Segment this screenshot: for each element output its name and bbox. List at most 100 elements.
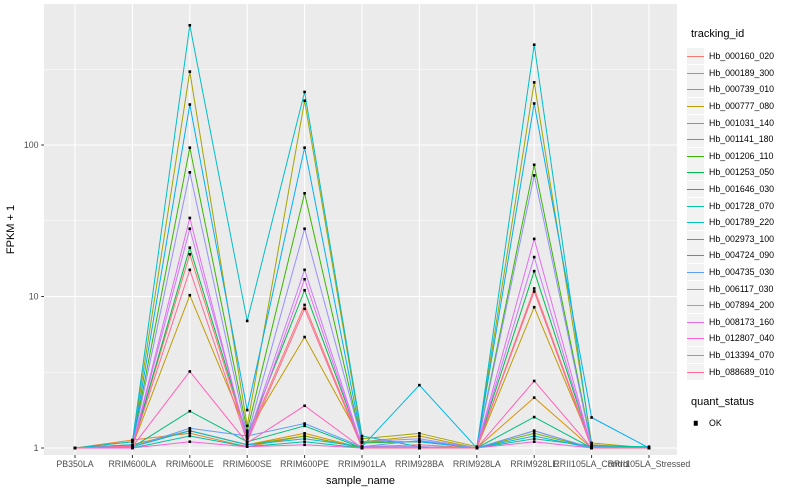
legend-line-icon bbox=[687, 56, 704, 58]
data-point bbox=[418, 446, 421, 450]
legend-item-label: Hb_001789_220 bbox=[709, 217, 775, 228]
data-point bbox=[418, 432, 421, 435]
x-tick-label: RRII105LA_Stressed bbox=[608, 459, 691, 469]
data-point bbox=[590, 441, 593, 445]
data-point bbox=[73, 446, 77, 450]
legend-line-icon bbox=[687, 354, 704, 356]
legend-key-swatch bbox=[687, 81, 704, 98]
data-point bbox=[360, 440, 364, 444]
data-point bbox=[532, 415, 536, 419]
legend-key-swatch bbox=[687, 181, 704, 198]
legend-line-icon bbox=[687, 222, 704, 224]
legend-item: Hb_001141_180 bbox=[687, 131, 799, 148]
legend-item: Hb_001789_220 bbox=[687, 214, 799, 231]
data-point bbox=[188, 440, 192, 444]
legend-key-swatch bbox=[687, 415, 704, 432]
legend-key-swatch bbox=[687, 131, 704, 148]
legend-key-swatch bbox=[687, 280, 704, 297]
x-axis-title: sample_name bbox=[326, 475, 395, 487]
data-point bbox=[418, 439, 421, 442]
data-point bbox=[532, 43, 536, 47]
legend-item-label: Hb_001031_140 bbox=[709, 117, 775, 128]
plot-panel bbox=[44, 4, 677, 455]
data-point bbox=[532, 290, 536, 293]
data-point bbox=[245, 424, 249, 428]
data-point bbox=[532, 437, 536, 441]
data-point bbox=[647, 445, 651, 448]
legend-item: Hb_012807_040 bbox=[687, 330, 799, 347]
legend-line-icon bbox=[687, 155, 704, 157]
data-point bbox=[188, 252, 192, 256]
legend-line-icon bbox=[687, 172, 704, 174]
data-point bbox=[532, 237, 536, 241]
data-point bbox=[532, 174, 536, 177]
legend-item: Hb_008173_160 bbox=[687, 313, 799, 331]
y-tick-label: 100 bbox=[24, 140, 39, 150]
legend-key-swatch bbox=[687, 164, 704, 181]
legend-line-icon bbox=[687, 72, 704, 74]
legend-line-icon bbox=[687, 122, 704, 124]
legend-item-label: Hb_008173_160 bbox=[709, 316, 775, 327]
data-point bbox=[360, 437, 364, 441]
data-point bbox=[303, 432, 306, 435]
legend-line-icon bbox=[687, 238, 704, 240]
legend-item: Hb_000189_300 bbox=[687, 64, 799, 82]
legend-item-label: Hb_000189_300 bbox=[709, 67, 775, 78]
data-point bbox=[131, 446, 134, 450]
data-point bbox=[532, 163, 536, 167]
legend-item-label: Hb_012807_040 bbox=[709, 333, 775, 344]
data-point bbox=[418, 434, 421, 438]
data-point bbox=[647, 446, 651, 450]
data-point bbox=[590, 445, 593, 448]
legend-line-icon bbox=[687, 321, 704, 323]
x-tick-label: RRIM600LE bbox=[166, 459, 214, 469]
data-point bbox=[188, 146, 192, 149]
data-point bbox=[418, 443, 421, 447]
data-point bbox=[303, 303, 306, 307]
legend-line-icon bbox=[687, 272, 704, 274]
legend-item-label: Hb_001206_110 bbox=[709, 150, 774, 161]
data-point bbox=[532, 396, 536, 399]
data-point bbox=[303, 99, 306, 103]
data-point bbox=[245, 429, 249, 433]
data-point bbox=[188, 426, 192, 430]
data-point bbox=[188, 216, 192, 220]
legend-item-label: Hb_000777_080 bbox=[709, 101, 775, 112]
legend-item-label: Hb_004724_090 bbox=[709, 250, 775, 261]
data-point bbox=[303, 422, 306, 425]
black-square-point-icon bbox=[693, 420, 698, 426]
data-point bbox=[590, 416, 593, 419]
x-tick-label: RRIM928BA bbox=[395, 459, 444, 469]
legend-item-label: Hb_002973_100 bbox=[709, 233, 775, 244]
legend-key-swatch bbox=[687, 48, 704, 65]
data-point bbox=[418, 445, 421, 448]
data-point bbox=[131, 444, 134, 448]
legend-line-icon bbox=[687, 189, 704, 191]
data-point bbox=[532, 434, 536, 438]
data-point bbox=[245, 408, 249, 412]
data-point bbox=[532, 440, 536, 444]
data-point bbox=[188, 434, 192, 438]
legend: tracking_id Hb_000160_020 Hb_000189_300 Hb… bbox=[687, 28, 799, 432]
data-point bbox=[475, 446, 479, 450]
data-point bbox=[303, 434, 306, 438]
legend-key-swatch bbox=[687, 98, 704, 115]
data-point bbox=[303, 227, 306, 231]
legend-item: Hb_001646_030 bbox=[687, 181, 799, 198]
legend-item: Hb_088689_010 bbox=[687, 363, 799, 380]
legend-line-icon bbox=[687, 371, 704, 373]
x-tick-label: PB350LA bbox=[56, 459, 93, 469]
data-point bbox=[303, 277, 306, 281]
legend-item-label: Hb_001728_070 bbox=[709, 200, 775, 211]
data-point bbox=[188, 268, 192, 272]
legend-line-icon bbox=[687, 89, 704, 91]
x-tick-label: RRIM600SE bbox=[223, 459, 272, 469]
x-tick-label: RRIM928LA bbox=[453, 459, 501, 469]
legend-key-swatch bbox=[687, 363, 704, 380]
data-point bbox=[188, 429, 192, 433]
legend-item-label: Hb_001253_050 bbox=[709, 167, 775, 178]
data-point bbox=[475, 445, 479, 448]
legend-item-label: Hb_000160_020 bbox=[709, 51, 775, 62]
